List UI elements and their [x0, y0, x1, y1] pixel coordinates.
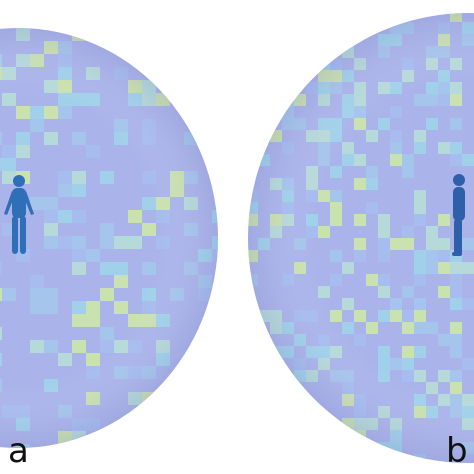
patch: [248, 58, 258, 70]
patch: [270, 358, 282, 370]
patch: [330, 22, 342, 34]
sphere-shade: [248, 13, 474, 463]
patch: [142, 54, 156, 67]
patch: [318, 442, 330, 454]
patch: [198, 379, 212, 392]
patch: [294, 46, 306, 58]
patch: [258, 82, 270, 94]
patch: [294, 34, 306, 46]
patch: [318, 34, 330, 46]
patch: [258, 442, 270, 454]
patch: [170, 392, 184, 405]
patch: [212, 158, 218, 171]
patch: [248, 322, 258, 334]
patch: [390, 13, 402, 22]
patch: [248, 430, 258, 442]
patch: [248, 142, 258, 154]
patch: [212, 301, 218, 314]
patch: [170, 418, 184, 431]
patch: [258, 22, 270, 34]
patch: [354, 454, 366, 463]
patch: [318, 13, 330, 22]
patch: [270, 106, 282, 118]
patch: [282, 58, 294, 70]
patch: [270, 418, 282, 430]
patch: [270, 430, 282, 442]
patch: [184, 392, 198, 405]
patch: [184, 54, 198, 67]
patch: [156, 54, 170, 67]
patch: [282, 430, 294, 442]
patch: [306, 454, 318, 463]
patch: [198, 431, 212, 444]
patch: [270, 94, 282, 106]
patch: [282, 442, 294, 454]
patch: [282, 46, 294, 58]
patch: [156, 431, 170, 444]
patch: [306, 418, 318, 430]
patch: [100, 444, 114, 448]
patch: [248, 310, 258, 322]
patch: [212, 379, 218, 392]
patch: [378, 13, 390, 22]
patch: [212, 145, 218, 158]
patch: [282, 394, 294, 406]
patch: [212, 444, 218, 448]
patch: [270, 34, 282, 46]
patch: [318, 430, 330, 442]
patch: [258, 454, 270, 463]
panel-label: b: [446, 431, 468, 471]
panel-label: a: [8, 431, 29, 471]
patch: [294, 22, 306, 34]
patch: [142, 444, 156, 448]
patch: [248, 370, 258, 382]
human-figure-side: [452, 174, 465, 256]
patch: [354, 442, 366, 454]
patch: [330, 454, 342, 463]
patch: [270, 58, 282, 70]
patch: [294, 430, 306, 442]
sphere-shade: [0, 28, 218, 448]
patch: [212, 392, 218, 405]
patch: [128, 41, 142, 54]
patch: [58, 444, 72, 448]
patch: [198, 366, 212, 379]
patch: [330, 13, 342, 22]
patch: [258, 358, 270, 370]
sphere-b: [248, 13, 474, 463]
patch: [330, 442, 342, 454]
patch: [248, 406, 258, 418]
patch: [318, 418, 330, 430]
patch: [306, 13, 318, 22]
human-figure-front: [4, 175, 34, 254]
patch: [258, 106, 270, 118]
patch: [390, 454, 402, 463]
patch: [258, 70, 270, 82]
patch: [294, 406, 306, 418]
sphere-a: [0, 28, 218, 448]
patch: [258, 94, 270, 106]
patch: [354, 22, 366, 34]
patch: [270, 382, 282, 394]
patch: [270, 370, 282, 382]
patch: [170, 54, 184, 67]
patch: [128, 444, 142, 448]
patch: [198, 392, 212, 405]
patch: [198, 67, 212, 80]
patch: [212, 353, 218, 366]
patch: [294, 58, 306, 70]
patch: [258, 130, 270, 142]
patch: [248, 418, 258, 430]
